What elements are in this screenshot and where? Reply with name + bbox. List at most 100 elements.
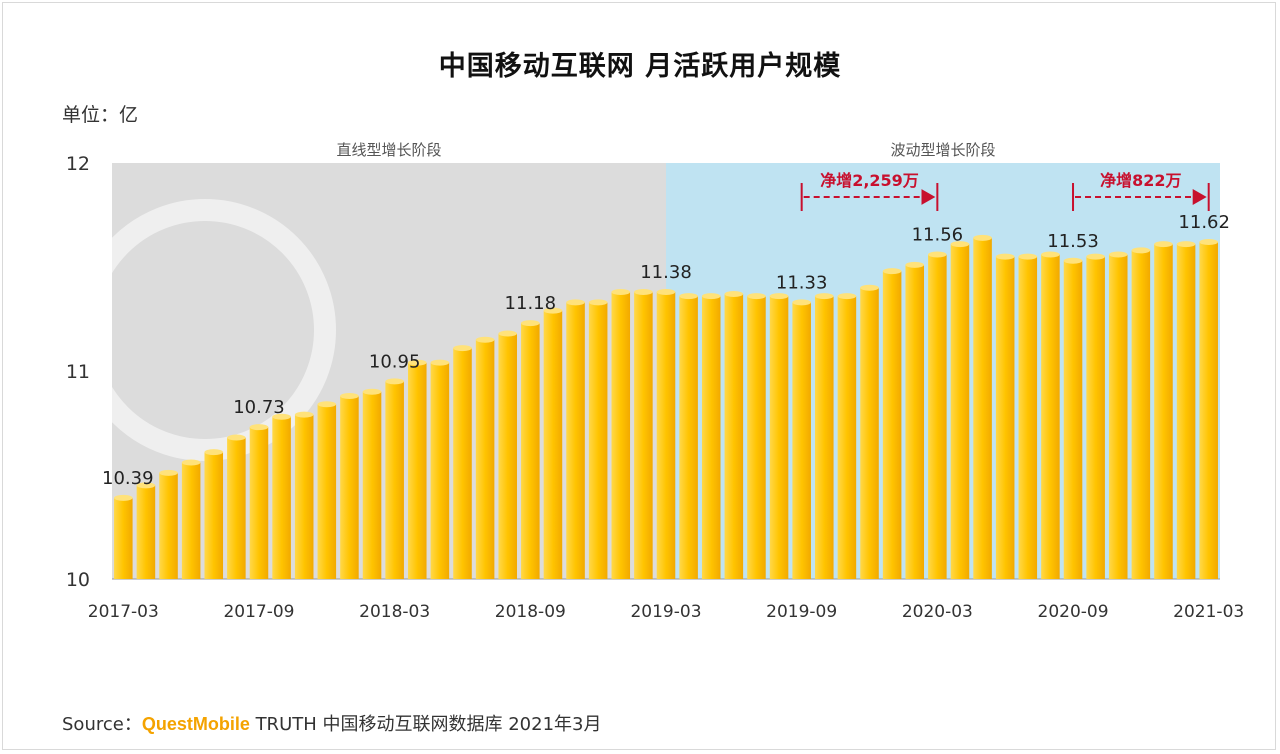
bar-top — [430, 359, 450, 366]
bar — [204, 452, 224, 579]
bar-top — [385, 378, 404, 385]
bar-top — [837, 293, 857, 300]
x-tick-label: 2017-03 — [88, 602, 159, 622]
x-tick-label: 2019-03 — [630, 602, 701, 622]
bar-top — [407, 359, 427, 366]
bar-top — [769, 293, 789, 300]
bar — [475, 339, 495, 579]
bar — [928, 254, 947, 579]
bar-top — [588, 299, 608, 306]
bar-top — [204, 449, 224, 456]
annotation-label: 净增822万 — [1100, 171, 1181, 190]
bar — [249, 427, 269, 579]
bar-top — [453, 345, 472, 352]
bar — [136, 485, 156, 579]
bar — [566, 302, 585, 579]
bar — [1131, 250, 1151, 580]
annotation-label: 净增2,259万 — [820, 171, 919, 190]
bar — [430, 362, 450, 579]
bar — [769, 296, 789, 579]
bar — [815, 296, 834, 579]
bar — [1154, 244, 1173, 579]
bar — [272, 416, 291, 579]
chart-title: 中国移动互联网 月活跃用户规模 — [438, 51, 842, 82]
bar — [634, 291, 653, 579]
x-tick-label: 2018-03 — [359, 602, 430, 622]
bar — [159, 472, 178, 579]
bar — [181, 462, 201, 579]
data-label: 10.73 — [233, 397, 285, 418]
bar-chart: 直线型增长阶段 波动型增长阶段 10 11 12 10.39 10.73 10.95 11.18… — [66, 141, 1244, 622]
bar-top — [566, 299, 585, 306]
bar — [792, 302, 811, 579]
unit-label: 单位：亿 — [62, 104, 139, 126]
bar-top — [995, 253, 1015, 260]
x-tick-label: 2019-09 — [766, 602, 837, 622]
bar-top — [792, 299, 811, 306]
data-label: 11.38 — [640, 262, 692, 283]
bar — [724, 294, 744, 579]
bar — [1199, 242, 1218, 580]
bar — [973, 237, 992, 579]
bar — [340, 395, 359, 579]
bar — [385, 381, 404, 579]
bar-top — [679, 293, 698, 300]
x-tick-label: 2020-09 — [1038, 602, 1109, 622]
bar-top — [1199, 239, 1218, 246]
bar-top — [181, 459, 201, 466]
bar — [1176, 244, 1196, 579]
source-rest: TRUTH 中国移动互联网数据库 2021年3月 — [249, 714, 602, 735]
bar-top — [543, 307, 563, 314]
bar-top — [882, 268, 902, 275]
bar-top — [475, 336, 495, 343]
bar-top — [656, 288, 676, 295]
data-label: 11.33 — [776, 272, 828, 293]
x-tick-label: 2021-03 — [1173, 602, 1244, 622]
bar — [656, 291, 676, 579]
bar-top — [249, 424, 269, 431]
bar — [453, 348, 472, 579]
source-brand: QuestMobile — [141, 714, 250, 734]
bar-top — [1086, 253, 1105, 260]
data-label: 10.39 — [102, 468, 154, 489]
bar-top — [317, 401, 337, 408]
bar — [995, 256, 1015, 579]
bar-top — [860, 284, 879, 291]
bar-top — [136, 482, 156, 489]
bar — [588, 302, 608, 579]
watermark-logo — [74, 199, 336, 461]
bar — [1041, 254, 1060, 579]
bar — [860, 287, 879, 579]
bar — [1018, 256, 1038, 579]
bar — [362, 391, 382, 579]
bar — [1108, 254, 1128, 579]
bar-top — [521, 320, 540, 327]
bar-top — [611, 288, 631, 295]
bar-top — [1108, 251, 1128, 258]
x-tick-label: 2020-03 — [902, 602, 973, 622]
bar — [701, 296, 721, 579]
bar — [114, 497, 133, 579]
bar-top — [114, 494, 133, 501]
bar — [679, 296, 698, 579]
bar — [543, 310, 563, 579]
data-label: 11.56 — [912, 225, 964, 246]
y-tick-label: 10 — [66, 569, 90, 591]
bar — [317, 404, 337, 579]
bar-top — [1063, 257, 1083, 264]
data-label: 10.95 — [369, 351, 421, 372]
bar-top — [701, 293, 721, 300]
bar-top — [1154, 241, 1173, 248]
bar — [407, 362, 427, 579]
bar-top — [1131, 247, 1151, 254]
data-label: 11.62 — [1178, 212, 1230, 233]
bar-top — [634, 288, 653, 295]
bar-top — [1041, 251, 1060, 258]
bar-top — [747, 293, 766, 300]
phase-label-2: 波动型增长阶段 — [890, 141, 995, 159]
bar-top — [928, 251, 947, 258]
y-tick-label: 11 — [66, 361, 90, 383]
bar-top — [950, 241, 970, 248]
bar-top — [272, 413, 291, 420]
